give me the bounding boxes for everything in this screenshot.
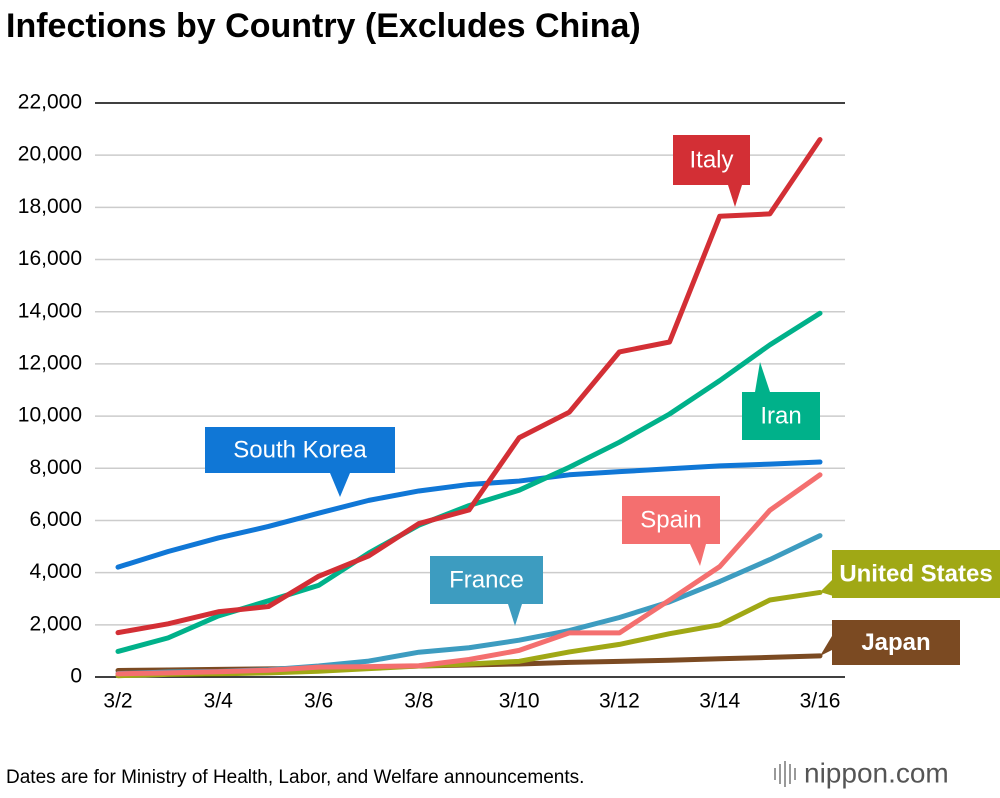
callout-box	[430, 556, 543, 604]
y-tick-label: 8,000	[29, 456, 82, 479]
series-line	[115, 589, 823, 679]
logo-bars	[774, 761, 796, 787]
x-tick-label: 3/6	[304, 690, 333, 713]
x-tick-label: 3/16	[800, 690, 841, 713]
legend-callout: Spain	[622, 496, 720, 566]
legend-callout: Japan	[820, 620, 960, 665]
legend-callout: United States	[820, 550, 1000, 598]
callout-pointer	[820, 580, 840, 598]
y-tick-label: 2,000	[29, 612, 82, 635]
series-line	[115, 137, 823, 636]
y-tick-label: 12,000	[18, 351, 82, 374]
x-tick-label: 3/8	[404, 690, 433, 713]
legend-callout: Iran	[742, 362, 820, 440]
y-tick-label: 20,000	[18, 143, 82, 166]
legend-label: United States	[839, 560, 992, 587]
legend-label: South Korea	[233, 436, 367, 463]
y-tick-label: 16,000	[18, 247, 82, 270]
y-tick-label: 22,000	[18, 91, 82, 114]
chart-title: Infections by Country (Excludes China)	[6, 7, 641, 45]
y-tick-label: 14,000	[18, 299, 82, 322]
x-tick-label: 3/14	[699, 690, 740, 713]
callout-box	[832, 620, 960, 665]
y-tick-label: 0	[70, 665, 82, 688]
callout-box	[832, 550, 1000, 598]
x-tick-label: 3/4	[204, 690, 234, 713]
callout-box	[742, 392, 820, 440]
note: Dates are for Ministry of Health, Labor,…	[6, 767, 584, 788]
callout-box	[205, 427, 395, 473]
callout-pointer	[330, 473, 350, 497]
callout-pointer	[690, 544, 706, 566]
y-tick-label: 6,000	[29, 508, 82, 531]
legend-callout: France	[430, 556, 543, 626]
callout-pointer	[508, 604, 522, 626]
callout-pointer	[755, 362, 770, 392]
legend-callout: Italy	[673, 135, 750, 207]
legend-label: France	[449, 566, 524, 593]
legend-label: Japan	[861, 629, 930, 656]
series-line	[115, 459, 823, 570]
callout-pointer	[728, 185, 742, 207]
legend-label: Iran	[760, 402, 801, 429]
brand: nippon.com	[804, 757, 949, 788]
y-tick-label: 10,000	[18, 404, 82, 427]
y-tick-label: 18,000	[18, 195, 82, 218]
legend-label: Italy	[689, 146, 733, 173]
x-tick-label: 3/12	[599, 690, 640, 713]
callout-pointer	[820, 636, 832, 656]
callout-box	[622, 496, 720, 544]
callout-box	[673, 135, 750, 185]
series-line	[115, 472, 823, 677]
x-tick-label: 3/2	[103, 690, 132, 713]
y-tick-label: 4,000	[29, 560, 82, 583]
x-tick-label: 3/10	[499, 690, 540, 713]
legend-label: Spain	[640, 506, 701, 533]
legend-callout: South Korea	[205, 427, 395, 497]
